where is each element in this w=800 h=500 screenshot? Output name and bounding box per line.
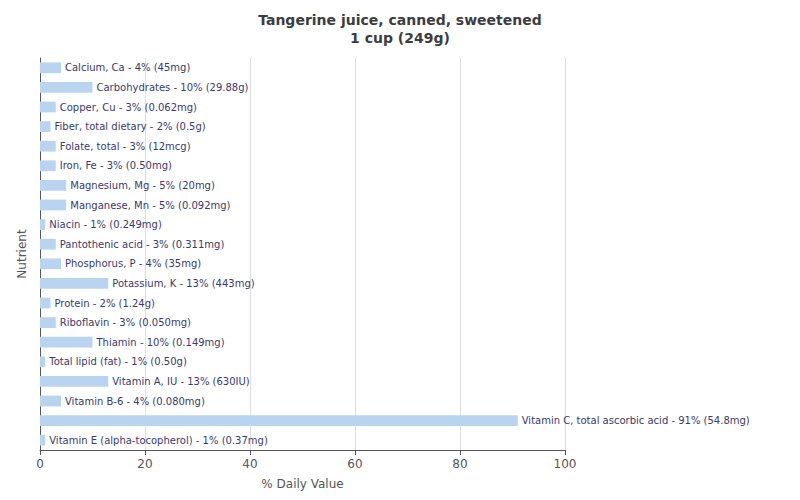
- svg-text:Magnesium, Mg - 5% (20mg): Magnesium, Mg - 5% (20mg): [70, 180, 215, 191]
- svg-text:Phosphorus, P - 4% (35mg): Phosphorus, P - 4% (35mg): [65, 258, 201, 269]
- svg-text:60: 60: [347, 457, 362, 471]
- svg-text:Total lipid (fat) - 1% (0.50g): Total lipid (fat) - 1% (0.50g): [48, 356, 187, 367]
- svg-text:Tangerine juice, canned, sweet: Tangerine juice, canned, sweetened: [258, 12, 542, 28]
- svg-text:Iron, Fe - 3% (0.50mg): Iron, Fe - 3% (0.50mg): [60, 160, 172, 171]
- svg-text:Pantothenic acid - 3% (0.311mg: Pantothenic acid - 3% (0.311mg): [60, 239, 225, 250]
- svg-text:% Daily Value: % Daily Value: [261, 477, 343, 491]
- svg-text:Vitamin C, total ascorbic acid: Vitamin C, total ascorbic acid - 91% (54…: [522, 415, 750, 426]
- svg-text:Vitamin E (alpha-tocopherol) -: Vitamin E (alpha-tocopherol) - 1% (0.37m…: [49, 435, 268, 446]
- svg-text:Manganese, Mn - 5% (0.092mg): Manganese, Mn - 5% (0.092mg): [70, 200, 230, 211]
- svg-text:Calcium, Ca - 4% (45mg): Calcium, Ca - 4% (45mg): [65, 62, 190, 73]
- svg-text:Thiamin - 10% (0.149mg): Thiamin - 10% (0.149mg): [96, 337, 225, 348]
- svg-text:Vitamin A, IU - 13% (630IU): Vitamin A, IU - 13% (630IU): [112, 376, 250, 387]
- svg-text:Riboflavin - 3% (0.050mg): Riboflavin - 3% (0.050mg): [60, 317, 191, 328]
- svg-text:Fiber, total dietary - 2% (0.5: Fiber, total dietary - 2% (0.5g): [55, 121, 206, 132]
- svg-text:80: 80: [452, 457, 467, 471]
- svg-text:40: 40: [242, 457, 257, 471]
- svg-text:20: 20: [137, 457, 152, 471]
- svg-text:Copper, Cu - 3% (0.062mg): Copper, Cu - 3% (0.062mg): [60, 102, 197, 113]
- svg-text:0: 0: [36, 457, 44, 471]
- svg-text:Nutrient: Nutrient: [15, 229, 29, 279]
- svg-text:Potassium, K - 13% (443mg): Potassium, K - 13% (443mg): [112, 278, 254, 289]
- svg-text:1 cup (249g): 1 cup (249g): [350, 30, 450, 46]
- svg-text:Folate, total - 3% (12mcg): Folate, total - 3% (12mcg): [60, 141, 191, 152]
- svg-text:Carbohydrates - 10% (29.88g): Carbohydrates - 10% (29.88g): [97, 82, 249, 93]
- svg-text:Vitamin B-6 - 4% (0.080mg): Vitamin B-6 - 4% (0.080mg): [65, 396, 205, 407]
- svg-text:Niacin - 1% (0.249mg): Niacin - 1% (0.249mg): [49, 219, 162, 230]
- svg-text:100: 100: [554, 457, 577, 471]
- svg-text:Protein - 2% (1.24g): Protein - 2% (1.24g): [55, 298, 156, 309]
